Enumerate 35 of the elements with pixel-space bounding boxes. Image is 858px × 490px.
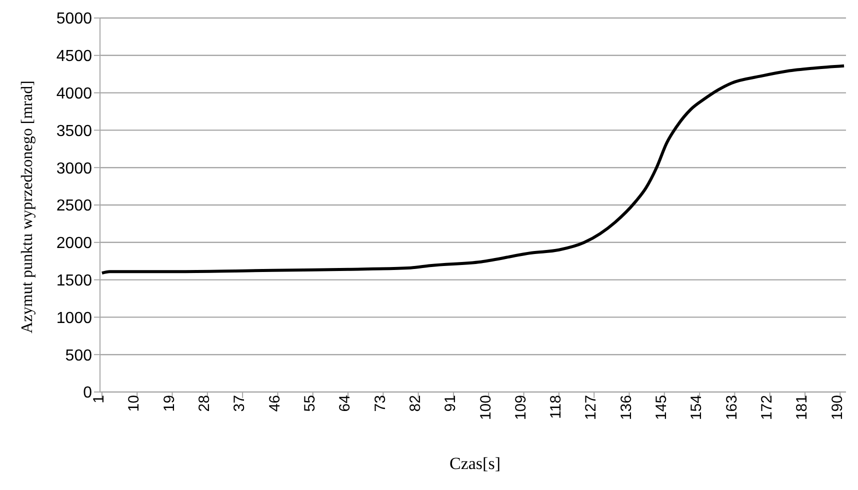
y-tick-label: 500 [65, 347, 92, 364]
x-tick-label: 82 [406, 395, 424, 412]
x-tick-label: 100 [477, 395, 494, 420]
y-tick-label: 4500 [56, 48, 92, 66]
y-tick-label: 0 [83, 384, 92, 402]
x-tick-label: 64 [336, 395, 354, 412]
y-tick-label: 4000 [56, 85, 92, 102]
x-tick-label: 46 [266, 395, 284, 412]
y-tick-label: 2000 [56, 235, 92, 252]
x-tick-label: 163 [723, 395, 740, 420]
y-tick-label: 3000 [56, 160, 92, 178]
x-tick-label: 127 [582, 395, 600, 420]
x-tick-label: 55 [302, 395, 319, 412]
x-tick-label: 190 [828, 395, 846, 420]
x-tick-label: 10 [126, 395, 143, 412]
y-tick-label: 2500 [56, 198, 92, 215]
x-tick-label: 145 [653, 395, 670, 420]
x-tick-label: 172 [758, 395, 776, 420]
x-tick-label: 154 [688, 395, 706, 420]
x-tick-label: 118 [548, 395, 565, 419]
x-tick-label: 181 [794, 395, 811, 420]
y-tick-label: 3500 [56, 122, 92, 140]
x-axis-title: Czas[s] [448, 454, 502, 474]
y-tick-label: 5000 [56, 10, 92, 28]
x-tick-label: 136 [618, 395, 635, 420]
x-tick-label: 19 [160, 395, 178, 412]
y-axis-title: Azymut punktu wyprzedzonego [mrad] [19, 80, 37, 336]
x-tick-label: 109 [512, 395, 530, 420]
x-tick-label: 28 [196, 395, 214, 412]
y-tick-label: 1000 [56, 310, 92, 327]
x-tick-label: 91 [442, 395, 460, 412]
x-tick-label: 73 [372, 395, 389, 412]
y-tick-label: 1500 [56, 272, 92, 290]
x-tick-label: 37 [231, 395, 248, 412]
x-tick-label: 1 [90, 395, 108, 404]
